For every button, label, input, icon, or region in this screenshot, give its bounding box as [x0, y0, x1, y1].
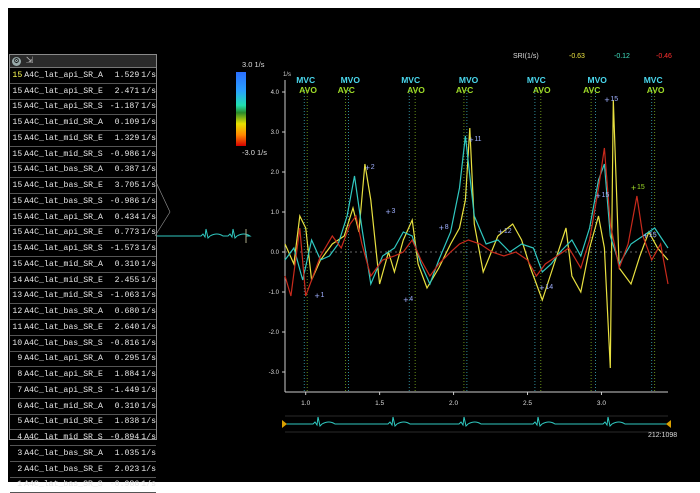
peak-marker-label: 15 [610, 96, 618, 103]
peak-marker-plus: + [403, 295, 408, 305]
x-tick-label: 2.5 [523, 400, 532, 407]
peak-marker-plus: + [604, 95, 609, 105]
peak-marker-label: 1 [321, 292, 325, 299]
strain-rate-plot: 1/s 4.0 3.0 2.0 1.0 0.0 -1.0 -2.0 -3.0 1.0 1.5 2.0 2… [0, 0, 700, 481]
strain-rate-curve [285, 136, 668, 284]
peak-marker-plus: + [539, 283, 544, 293]
peak-marker-label: 14 [545, 284, 553, 291]
peak-marker-label: 11 [474, 136, 481, 143]
peak-marker-plus: + [498, 227, 503, 237]
peak-marker-plus: + [386, 207, 391, 217]
peak-marker-label: 2 [371, 164, 375, 171]
y-tick-label: 3.0 [271, 130, 280, 136]
peak-marker-plus: + [595, 191, 600, 201]
peak-marker-plus: + [468, 135, 473, 145]
peak-marker-plus: + [631, 183, 636, 193]
peak-marker-plus: + [315, 291, 320, 301]
x-tick-label: 1.0 [301, 400, 310, 407]
ecg-trace-small [157, 229, 250, 238]
ecg-trace [285, 417, 668, 426]
y-tick-label: 4.0 [271, 90, 280, 96]
y-tick-label: 1.0 [271, 210, 280, 216]
y-unit-label: 1/s [283, 72, 291, 78]
panel-connector [155, 180, 170, 236]
segment-unit: 1/s [139, 480, 156, 489]
ecg-counter: 212:1098 [648, 432, 677, 439]
segment-index: 1 [10, 480, 24, 489]
peak-marker-label: 15 [601, 192, 609, 199]
peak-marker-plus: + [365, 163, 370, 173]
peak-marker-label: 15 [637, 184, 645, 191]
peak-marker-plus: + [643, 231, 648, 241]
x-tick-label: 1.5 [375, 400, 384, 407]
peak-marker-label: 12 [504, 228, 512, 235]
y-tick-label: 0.0 [271, 250, 280, 256]
segment-value: -0.986 [110, 480, 139, 489]
ecg-end-marker [666, 420, 671, 428]
peak-marker-label: 15 [649, 232, 657, 239]
peak-marker-label: 3 [392, 208, 396, 215]
peak-marker-label: 4 [409, 296, 413, 303]
x-tick-label: 3.0 [597, 400, 606, 407]
peak-marker-plus: + [439, 223, 444, 233]
peak-marker-label: 8 [445, 224, 449, 231]
ecg-start-marker [282, 420, 287, 428]
y-tick-label: -1.0 [269, 290, 280, 296]
y-tick-label: -2.0 [269, 330, 280, 336]
y-tick-label: -3.0 [269, 370, 280, 376]
y-tick-label: 2.0 [271, 170, 280, 176]
x-tick-label: 2.0 [449, 400, 458, 407]
segment-name: A4C_lat_bas_SR_S [24, 480, 110, 489]
